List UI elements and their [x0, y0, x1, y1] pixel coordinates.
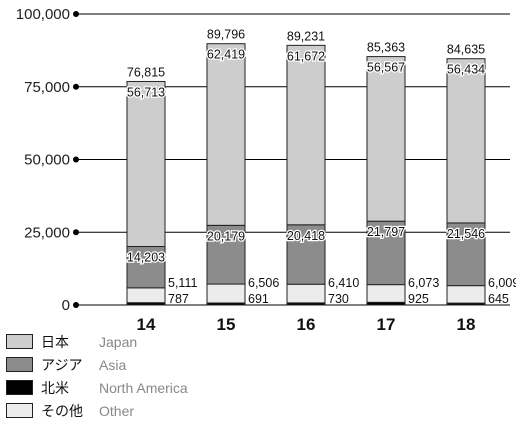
category-label: 14: [137, 315, 156, 330]
legend-label-en: Asia: [99, 356, 127, 373]
value-label-north-america: 645: [488, 292, 509, 306]
tick-dot: [73, 11, 79, 17]
value-label-north-america: 787: [168, 292, 189, 306]
category-label: 16: [297, 315, 316, 330]
bar-segment: [286, 224, 326, 285]
legend-label-jp: 日本: [41, 334, 69, 351]
total-label: 85,363: [367, 41, 405, 55]
total-label: 89,796: [207, 28, 245, 42]
value-label-japan: 61,672: [287, 49, 325, 63]
tick-dot: [73, 302, 79, 308]
value-label-other: 6,410: [328, 276, 359, 290]
bar-segment: [366, 220, 406, 286]
bar-segment: [286, 44, 326, 226]
bar-segment: [446, 222, 486, 287]
legend-item: アジア Asia: [6, 353, 506, 376]
category-label: 17: [377, 315, 396, 330]
value-label-other: 6,073: [408, 276, 439, 290]
legend-swatch: [6, 357, 33, 372]
y-tick-label: 25,000: [24, 224, 70, 241]
value-label-other: 6,009: [488, 276, 516, 290]
legend-label-jp: 北米: [41, 380, 69, 397]
total-label: 76,815: [127, 65, 165, 79]
total-label: 84,635: [447, 43, 485, 57]
bar-segment: [126, 287, 166, 304]
total-label: 89,231: [287, 29, 325, 43]
legend-swatch: [6, 334, 33, 349]
legend-label-en: Japan: [99, 333, 138, 350]
legend-item: その他 Other: [6, 399, 506, 422]
tick-dot: [73, 83, 79, 90]
legend-label-jp: アジア: [41, 357, 83, 374]
y-tick-label: 100,000: [16, 6, 70, 23]
value-label-japan: 56,567: [367, 61, 405, 75]
category-label: 18: [457, 315, 476, 330]
legend-swatch: [6, 403, 33, 418]
bar-segment: [446, 285, 486, 304]
bar-segment: [286, 283, 326, 304]
bar-segment: [206, 43, 246, 226]
legend-label-jp: その他: [41, 403, 83, 420]
value-label-asia: 14,203: [127, 251, 165, 265]
category-label: 15: [217, 315, 236, 330]
legend: 日本 Japan アジア Asia 北米 North America その他 Other: [6, 330, 506, 422]
bar-segment: [206, 283, 246, 304]
legend-label-en: North America: [99, 379, 188, 396]
value-label-north-america: 730: [328, 292, 349, 306]
bar-segment: [366, 56, 406, 222]
value-label-north-america: 925: [408, 292, 429, 306]
value-label-japan: 56,434: [447, 63, 485, 77]
value-label-north-america: 691: [248, 292, 269, 306]
stacked-bar-chart: 0 25,000 50,000 75,000 100,000 76,815 56,713 14…: [16, 6, 516, 330]
bar-segment: [366, 284, 406, 303]
legend-item: 北米 North America: [6, 376, 506, 399]
tick-dot: [73, 156, 79, 163]
value-label-asia: 20,418: [287, 229, 325, 243]
bar-segment: [446, 58, 486, 224]
value-label-japan: 56,713: [127, 85, 165, 99]
y-tick-label: 75,000: [24, 79, 70, 96]
legend-item: 日本 Japan: [6, 330, 506, 353]
y-tick-label: 50,000: [24, 152, 70, 169]
value-label-asia: 21,797: [367, 225, 405, 239]
value-label-asia: 21,546: [447, 227, 485, 241]
y-tick-label: 0: [62, 297, 70, 314]
value-label-other: 6,506: [248, 276, 279, 290]
tick-dot: [73, 229, 79, 236]
legend-label-en: Other: [99, 402, 135, 419]
value-label-japan: 62,419: [207, 48, 245, 62]
bar-segment: [126, 80, 166, 248]
value-label-asia: 20,179: [207, 229, 245, 243]
legend-swatch: [6, 380, 33, 395]
value-label-other: 5,111: [168, 276, 197, 290]
bar-segment: [126, 246, 166, 289]
